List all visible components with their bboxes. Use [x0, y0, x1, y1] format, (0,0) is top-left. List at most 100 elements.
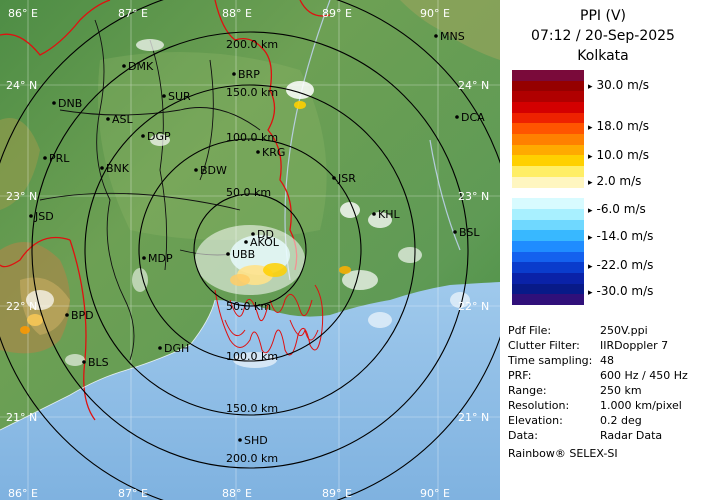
sundarban-coastline [214, 284, 324, 356]
scale-swatch [512, 198, 584, 210]
lon-label-bottom: 88° E [222, 487, 252, 500]
range-ring-label-south: 200.0 km [226, 452, 278, 465]
scale-swatch [512, 123, 584, 135]
info-row: Clutter Filter: IIRDoppler 7 [508, 339, 668, 352]
station-dot-icon [256, 150, 260, 154]
info-label: Clutter Filter: [508, 339, 580, 352]
info-label: Range: [508, 384, 547, 397]
scale-swatch [512, 166, 584, 178]
scale-tick-label: -6.0 m/s [588, 202, 646, 216]
station-label: JSR [337, 172, 356, 185]
station-dot-icon [455, 115, 459, 119]
station-label: DNB [58, 97, 82, 110]
lat-label-right: 24° N [458, 79, 489, 92]
brand-label: Rainbow® SELEX-SI [508, 447, 618, 460]
station-label: BLS [88, 356, 109, 369]
range-ring-label-north: 200.0 km [226, 38, 278, 51]
lat-label-right: 23° N [458, 190, 489, 203]
station-asl: ASL [106, 113, 134, 126]
station-bpd: BPD [65, 309, 94, 322]
station-dot-icon [434, 34, 438, 38]
info-row: Elevation: 0.2 deg [508, 414, 642, 427]
station-dgh: DGH [158, 342, 189, 355]
station-label: KRG [262, 146, 285, 159]
lon-label-top: 90° E [420, 7, 450, 20]
station-label: SHD [244, 434, 268, 447]
lon-label-top: 89° E [322, 7, 352, 20]
range-ring-label-north: 150.0 km [226, 86, 278, 99]
scale-swatch [512, 262, 584, 274]
station-shd: SHD [238, 434, 268, 447]
info-value: 250 km [600, 384, 642, 397]
scale-swatch [512, 176, 584, 188]
station-mdp: MDP [142, 252, 173, 265]
station-bdw: BDW [194, 164, 227, 177]
station-khl: KHL [372, 208, 400, 221]
station-dot-icon [43, 156, 47, 160]
station-dmk: DMK [122, 60, 154, 73]
velocity-color-scale [512, 70, 584, 306]
station-name: Kolkata [577, 48, 629, 64]
station-dot-icon [158, 346, 162, 350]
state-boundaries [0, 0, 331, 421]
scale-tick-label: 10.0 m/s [588, 148, 650, 162]
scale-tick-label: -22.0 m/s [588, 258, 654, 272]
product-title: PPI (V) [580, 8, 626, 24]
scale-swatch [512, 294, 584, 306]
station-jsd: JSD [29, 210, 54, 223]
station-akol: AKOL [244, 236, 280, 249]
scale-swatch [512, 187, 584, 199]
station-bsl: BSL [453, 226, 480, 239]
scale-tick-label: -14.0 m/s [588, 229, 654, 243]
scale-swatch [512, 272, 584, 284]
station-label: KHL [378, 208, 400, 221]
range-ring-label-south: 50.0 km [226, 300, 271, 313]
station-dot-icon [100, 166, 104, 170]
lat-label-left: 24° N [6, 79, 37, 92]
station-label: SUR [168, 90, 191, 103]
station-dot-icon [162, 94, 166, 98]
info-label: Resolution: [508, 399, 570, 412]
scale-swatch [512, 240, 584, 252]
bay-of-bengal [0, 282, 500, 500]
station-dot-icon [238, 438, 242, 442]
info-panel: PPI (V) 07:12 / 20-Sep-2025 Kolkata 30.0… [500, 0, 706, 500]
station-label: BDW [200, 164, 227, 177]
station-dot-icon [232, 72, 236, 76]
station-label: BRP [238, 68, 260, 81]
scale-swatch [512, 283, 584, 295]
info-value: IIRDoppler 7 [600, 339, 669, 352]
scale-tick-label: -30.0 m/s [588, 284, 654, 298]
station-label: BNK [106, 162, 130, 175]
station-label: ASL [112, 113, 134, 126]
info-row: Range: 250 km [508, 384, 642, 397]
scale-swatch [512, 144, 584, 156]
radar-map: 86° E 86° E 87° E 87° E 88° E 88° E 89° E 89° E… [0, 0, 516, 504]
station-label: BPD [71, 309, 94, 322]
info-row: Pdf File: 250V.ppi [508, 324, 648, 337]
station-label: BSL [459, 226, 480, 239]
station-mns: MNS [434, 30, 465, 43]
info-value: 0.2 deg [600, 414, 642, 427]
lat-label-left: 23° N [6, 190, 37, 203]
station-label: UBB [232, 248, 255, 261]
info-label: Elevation: [508, 414, 563, 427]
station-dd: DD [251, 228, 274, 241]
station-dot-icon [251, 232, 255, 236]
range-ring-50 [193, 193, 307, 307]
range-ring-150 [84, 84, 416, 416]
scale-swatch [512, 91, 584, 103]
scale-swatch [512, 80, 584, 92]
station-dot-icon [142, 256, 146, 260]
datetime: 07:12 / 20-Sep-2025 [531, 28, 675, 44]
scale-swatch [512, 230, 584, 242]
range-ring-label-north: 50.0 km [226, 186, 271, 199]
station-label: DGH [164, 342, 189, 355]
scale-swatch [512, 208, 584, 220]
lon-label-bottom: 90° E [420, 487, 450, 500]
station-dot-icon [29, 214, 33, 218]
station-dnb: DNB [52, 97, 82, 110]
station-bls: BLS [82, 356, 109, 369]
info-label: Data: [508, 429, 538, 442]
range-ring-100 [138, 138, 362, 362]
